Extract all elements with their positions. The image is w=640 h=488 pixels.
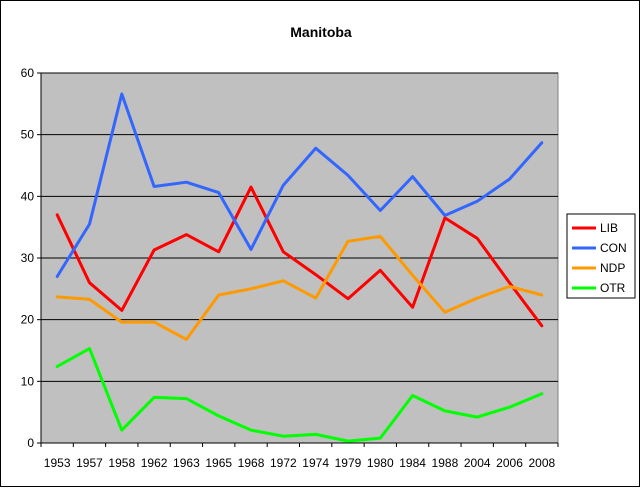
- series-line-lib: [55, 185, 544, 328]
- legend-label-otr: OTR: [600, 281, 626, 295]
- x-tick-label: 1988: [432, 456, 459, 470]
- y-tick-label: 40: [21, 189, 35, 203]
- chart-title: Manitoba: [290, 24, 352, 40]
- x-tick-label: 1979: [335, 456, 362, 470]
- y-tick-label: 20: [21, 313, 35, 327]
- series-line-ndp: [55, 234, 544, 341]
- x-tick-label: 2006: [496, 456, 523, 470]
- legend-label-ndp: NDP: [600, 261, 625, 275]
- x-tick-label: 1974: [302, 456, 329, 470]
- x-tick-label: 1963: [173, 456, 200, 470]
- series-line-otr: [55, 347, 544, 443]
- x-tick-label: 2004: [464, 456, 491, 470]
- series-lines: [55, 92, 544, 443]
- y-tick-label: 30: [21, 251, 35, 265]
- series-line-con: [55, 92, 544, 278]
- y-tick-label: 50: [21, 128, 35, 142]
- legend-label-lib: LIB: [600, 221, 618, 235]
- y-tick-label: 0: [27, 436, 34, 450]
- x-tick-label: 1953: [44, 456, 71, 470]
- y-tick-label: 60: [21, 66, 35, 80]
- x-tick-label: 1980: [367, 456, 394, 470]
- x-tick-label: 2008: [528, 456, 555, 470]
- y-tick-label: 10: [21, 374, 35, 388]
- gridlines: [41, 72, 558, 382]
- x-tick-label: 1957: [76, 456, 103, 470]
- x-axis: 1953 1957 1958 1962 1963 1965 1968 1972 1974 1979…: [40, 442, 559, 470]
- x-tick-label: 1962: [141, 456, 168, 470]
- legend: LIB CON NDP OTR: [566, 213, 636, 299]
- y-axis: 0 10 20 30 40 50 60: [21, 66, 42, 450]
- legend-label-con: CON: [600, 241, 627, 255]
- x-tick-label: 1984: [399, 456, 426, 470]
- x-tick-label: 1972: [270, 456, 297, 470]
- x-tick-label: 1958: [108, 456, 135, 470]
- x-tick-label: 1965: [205, 456, 232, 470]
- x-tick-label: 1968: [238, 456, 265, 470]
